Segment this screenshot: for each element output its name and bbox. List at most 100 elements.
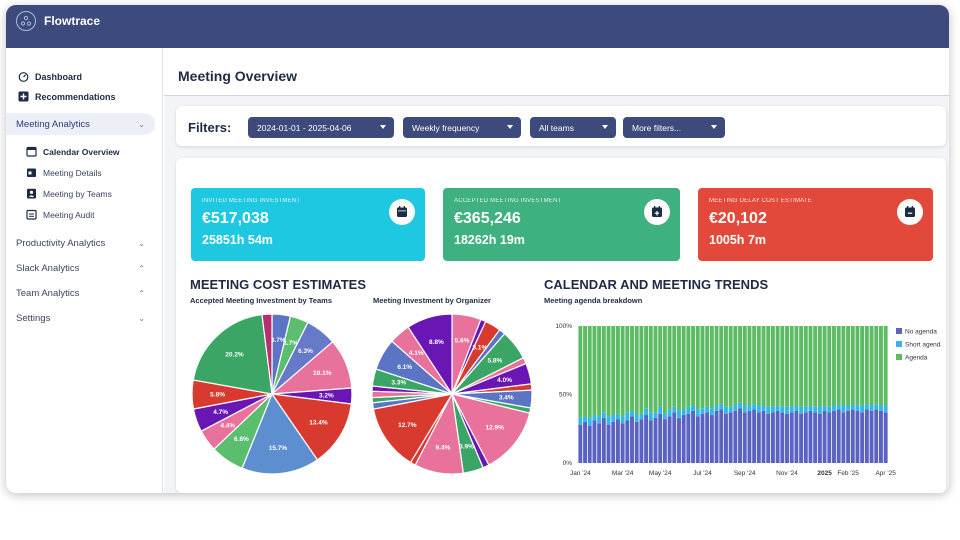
- bar-segment[interactable]: [766, 413, 771, 463]
- bar-segment[interactable]: [714, 410, 719, 463]
- bar-segment[interactable]: [770, 412, 775, 463]
- bar-segment[interactable]: [620, 423, 625, 463]
- bar-segment[interactable]: [780, 412, 785, 463]
- bar-segment[interactable]: [583, 416, 587, 422]
- bar-segment[interactable]: [583, 421, 587, 463]
- bar-segment[interactable]: [667, 326, 672, 410]
- bar-segment[interactable]: [879, 410, 883, 463]
- bar-segment[interactable]: [644, 408, 649, 416]
- bar-segment[interactable]: [808, 405, 813, 411]
- bar-segment[interactable]: [583, 326, 587, 417]
- bar-segment[interactable]: [761, 405, 766, 411]
- bar-segment[interactable]: [601, 326, 606, 413]
- bar-segment[interactable]: [630, 416, 634, 463]
- bar-segment[interactable]: [625, 420, 630, 463]
- bar-segment[interactable]: [803, 326, 808, 407]
- bar-segment[interactable]: [879, 326, 883, 406]
- bar-segment[interactable]: [728, 326, 733, 407]
- bar-segment[interactable]: [775, 326, 780, 406]
- sidebar-item-calendar-overview[interactable]: Calendar Overview: [26, 146, 120, 157]
- bar-segment[interactable]: [775, 405, 780, 411]
- bar-segment[interactable]: [864, 404, 869, 410]
- pie-slice[interactable]: [261, 313, 273, 395]
- bar-segment[interactable]: [724, 406, 728, 414]
- bar-segment[interactable]: [860, 326, 865, 406]
- bar-segment[interactable]: [695, 409, 700, 417]
- bar-segment[interactable]: [841, 405, 846, 413]
- bar-segment[interactable]: [691, 410, 696, 463]
- bar-segment[interactable]: [686, 326, 691, 407]
- bar-segment[interactable]: [634, 421, 639, 463]
- bar-segment[interactable]: [756, 326, 761, 406]
- bar-segment[interactable]: [742, 405, 747, 413]
- bar-segment[interactable]: [817, 406, 822, 414]
- bar-segment[interactable]: [606, 424, 611, 463]
- bar-segment[interactable]: [681, 409, 686, 416]
- bar-segment[interactable]: [597, 326, 602, 417]
- bar-segment[interactable]: [752, 404, 757, 410]
- bar-segment[interactable]: [770, 406, 775, 413]
- bar-segment[interactable]: [789, 406, 794, 413]
- bar-segment[interactable]: [733, 410, 738, 463]
- bar-segment[interactable]: [634, 326, 639, 416]
- bar-segment[interactable]: [658, 406, 663, 414]
- bar-segment[interactable]: [841, 412, 846, 463]
- bar-segment[interactable]: [691, 405, 696, 411]
- bar-segment[interactable]: [747, 410, 752, 463]
- bar-segment[interactable]: [714, 326, 719, 406]
- bar-segment[interactable]: [775, 410, 780, 463]
- bar-segment[interactable]: [672, 406, 677, 413]
- bar-segment[interactable]: [855, 410, 860, 463]
- bar-segment[interactable]: [686, 413, 691, 463]
- bar-segment[interactable]: [728, 406, 733, 413]
- frequency-dropdown[interactable]: Weekly frequency: [403, 117, 521, 138]
- bar-segment[interactable]: [813, 326, 818, 407]
- bar-segment[interactable]: [766, 406, 771, 414]
- bar-segment[interactable]: [630, 410, 634, 417]
- bar-segment[interactable]: [869, 326, 874, 406]
- bar-segment[interactable]: [855, 326, 860, 406]
- bar-segment[interactable]: [597, 423, 602, 463]
- bar-segment[interactable]: [662, 413, 667, 420]
- bar-segment[interactable]: [700, 326, 705, 409]
- bar-segment[interactable]: [883, 326, 888, 406]
- pie-slice[interactable]: [241, 392, 319, 475]
- bar-segment[interactable]: [817, 326, 822, 407]
- bar-segment[interactable]: [794, 326, 799, 406]
- bar-segment[interactable]: [827, 406, 832, 413]
- bar-segment[interactable]: [587, 326, 592, 418]
- bar-segment[interactable]: [789, 412, 794, 463]
- bar-segment[interactable]: [648, 420, 653, 463]
- bar-segment[interactable]: [639, 326, 644, 414]
- bar-segment[interactable]: [799, 326, 804, 407]
- bar-segment[interactable]: [653, 326, 658, 413]
- bar-segment[interactable]: [832, 410, 836, 463]
- bar-segment[interactable]: [846, 410, 851, 463]
- bar-segment[interactable]: [724, 413, 728, 463]
- bar-segment[interactable]: [709, 326, 714, 409]
- bar-segment[interactable]: [785, 326, 789, 407]
- bar-segment[interactable]: [864, 326, 869, 405]
- bar-segment[interactable]: [841, 326, 846, 406]
- bar-segment[interactable]: [883, 405, 888, 413]
- bar-segment[interactable]: [653, 417, 658, 463]
- bar-segment[interactable]: [709, 408, 714, 416]
- bar-segment[interactable]: [606, 416, 611, 425]
- bar-segment[interactable]: [738, 402, 742, 409]
- bar-segment[interactable]: [592, 326, 597, 416]
- bar-segment[interactable]: [677, 326, 681, 411]
- bar-segment[interactable]: [667, 409, 672, 417]
- bar-segment[interactable]: [615, 413, 620, 420]
- sidebar-item-recommendations[interactable]: Recommendations: [18, 91, 116, 102]
- bar-segment[interactable]: [705, 412, 710, 463]
- bar-segment[interactable]: [658, 413, 663, 463]
- bar-segment[interactable]: [883, 412, 888, 463]
- bar-segment[interactable]: [644, 415, 649, 463]
- bar-segment[interactable]: [686, 406, 691, 414]
- bar-segment[interactable]: [785, 406, 789, 414]
- bar-segment[interactable]: [869, 405, 874, 411]
- bar-segment[interactable]: [695, 416, 700, 463]
- bar-segment[interactable]: [714, 405, 719, 411]
- bar-segment[interactable]: [691, 326, 696, 406]
- bar-segment[interactable]: [667, 416, 672, 463]
